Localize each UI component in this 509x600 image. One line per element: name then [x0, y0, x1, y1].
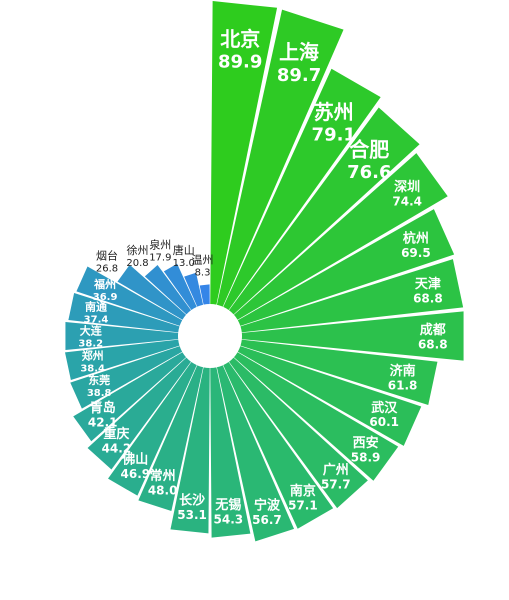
category-label: 杭州: [403, 231, 429, 247]
category-label: 合肥: [349, 137, 389, 161]
category-label: 大连: [80, 324, 103, 338]
value-label: 68.8: [413, 291, 443, 305]
value-label: 20.8: [126, 258, 148, 269]
category-label: 青岛: [90, 400, 116, 416]
bar-wedge: [68, 293, 180, 333]
bar-wedge: [73, 352, 187, 442]
value-label: 37.4: [84, 314, 109, 325]
category-label: 无锡: [214, 497, 241, 513]
bar-wedge: [108, 362, 197, 496]
value-label: 42.1: [88, 416, 118, 430]
value-label: 60.1: [369, 415, 399, 429]
value-label: 61.8: [388, 379, 418, 393]
category-label: 南通: [85, 299, 107, 313]
category-label: 苏州: [314, 100, 354, 124]
value-label: 54.3: [214, 512, 244, 526]
category-label: 天津: [415, 276, 441, 292]
category-label: 济南: [390, 363, 416, 379]
category-label: 上海: [279, 40, 319, 64]
bar-wedge: [65, 339, 180, 381]
bar-wedge: [229, 357, 368, 509]
bar-wedge: [210, 1, 278, 305]
category-label: 长沙: [179, 493, 205, 509]
bar-wedge: [144, 264, 191, 315]
value-label: 48.0: [148, 483, 178, 497]
bar-wedge: [229, 107, 420, 315]
category-label: 重庆: [103, 426, 129, 442]
category-label: 宁波: [254, 498, 281, 514]
bar-wedge: [237, 209, 455, 326]
value-label: 79.1: [312, 125, 356, 146]
category-label: 武汉: [371, 400, 398, 416]
bar-wedge: [70, 346, 183, 409]
category-label: 福州: [93, 277, 116, 291]
bar-wedge: [241, 311, 464, 361]
value-label: 26.8: [96, 264, 118, 275]
value-label: 13.0: [173, 258, 195, 269]
category-label: 温州: [192, 253, 214, 266]
bar-wedge: [170, 367, 210, 534]
bar-wedge: [87, 357, 191, 470]
category-label: 西安: [353, 435, 379, 451]
value-label: 38.2: [78, 339, 103, 350]
category-label: 广州: [323, 462, 349, 478]
category-label: 北京: [220, 27, 260, 51]
bar-wedge: [65, 321, 179, 351]
category-label: 常州: [150, 468, 176, 484]
bar-wedge: [163, 263, 197, 310]
bar-wedge: [233, 352, 399, 481]
value-label: 89.7: [277, 65, 321, 86]
value-label: 38.4: [80, 363, 105, 374]
value-label: 38.8: [87, 388, 112, 399]
bar-wedge: [184, 272, 204, 307]
bar-wedge: [216, 365, 295, 542]
value-label: 74.4: [392, 194, 422, 208]
value-label: 44.2: [102, 442, 132, 456]
bar-wedge: [199, 284, 210, 305]
bar-wedge: [210, 367, 251, 538]
value-label: 68.8: [418, 338, 448, 352]
value-label: 58.9: [351, 451, 381, 465]
value-label: 46.9: [121, 467, 151, 481]
category-label: 东莞: [88, 373, 110, 387]
category-label: 徐州: [127, 243, 149, 257]
bar-wedge: [223, 362, 334, 529]
value-label: 53.1: [177, 508, 207, 522]
category-label: 唐山: [173, 243, 195, 257]
value-label: 57.7: [321, 477, 351, 491]
value-label: 57.1: [288, 498, 318, 512]
bar-wedge: [138, 365, 204, 512]
value-label: 17.9: [149, 252, 171, 263]
wedges: [65, 1, 464, 542]
value-label: 8.3: [195, 267, 211, 278]
bar-wedge: [240, 339, 438, 406]
bar-wedge: [237, 346, 422, 446]
category-label: 郑州: [82, 348, 104, 362]
bar-wedge: [233, 153, 448, 320]
value-label: 89.9: [218, 51, 262, 72]
value-label: 56.7: [252, 513, 282, 527]
value-label: 36.9: [93, 292, 118, 303]
value-label: 69.5: [401, 246, 431, 260]
bar-wedge: [240, 259, 464, 333]
category-label: 成都: [420, 322, 446, 338]
category-label: 南京: [290, 483, 316, 499]
bar-wedge: [223, 68, 381, 310]
category-label: 泉州: [149, 237, 171, 251]
bar-wedge: [117, 264, 187, 320]
value-label: 76.6: [347, 162, 391, 183]
bar-wedge: [76, 266, 183, 326]
category-label: 佛山: [121, 452, 148, 468]
center-hole: [179, 305, 241, 367]
category-label: 深圳: [394, 179, 420, 195]
bar-wedge: [216, 9, 344, 307]
category-label: 烟台: [96, 249, 118, 263]
